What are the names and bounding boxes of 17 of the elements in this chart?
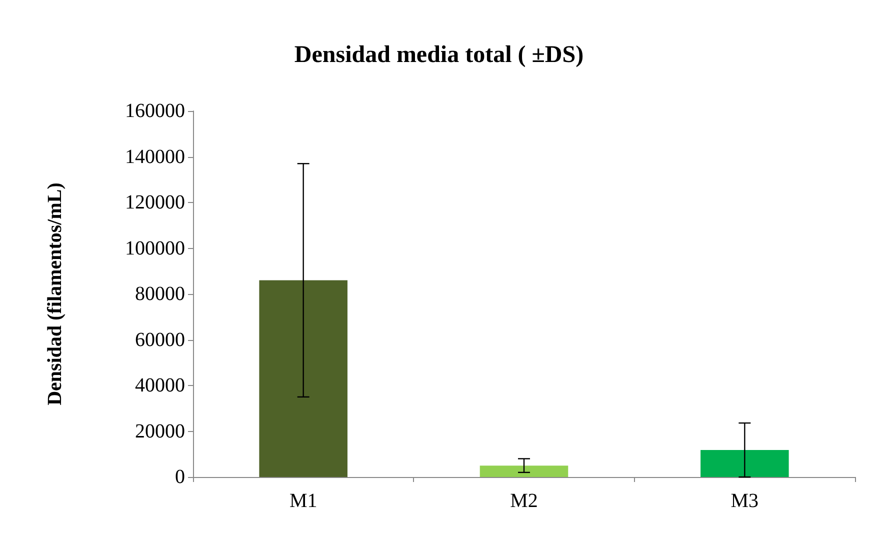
y-tick-label: 80000 [135,283,185,305]
x-tick-label: M3 [730,490,759,512]
y-axis-title: Densidad (filamentos/mL) [44,182,66,406]
y-tick-label: 40000 [135,374,185,396]
bar [700,450,789,477]
y-tick-label: 0 [175,466,185,488]
y-tick-label: 160000 [125,100,185,122]
bar [259,280,348,477]
x-tick-label: M1 [289,490,318,512]
y-tick-label: 120000 [125,192,185,214]
y-tick-label: 20000 [135,420,185,442]
bar [480,466,568,477]
y-tick-label: 140000 [125,146,185,168]
y-tick-label: 100000 [125,237,185,260]
y-tick-label: 60000 [135,328,185,351]
chart-title: Densidad media total ( ±DS) [294,42,584,68]
x-tick-label: M2 [510,490,538,512]
